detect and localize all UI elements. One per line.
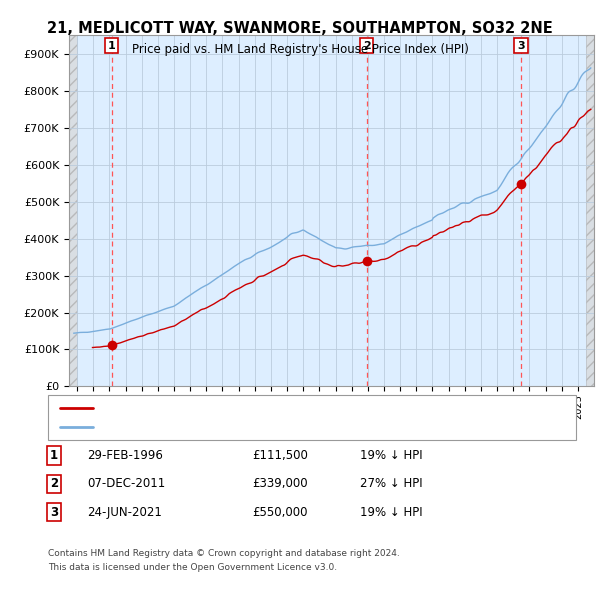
Text: 1: 1 bbox=[108, 41, 116, 51]
Text: This data is licensed under the Open Government Licence v3.0.: This data is licensed under the Open Gov… bbox=[48, 563, 337, 572]
Text: 1: 1 bbox=[50, 449, 58, 462]
Text: 3: 3 bbox=[517, 41, 525, 51]
Text: 21, MEDLICOTT WAY, SWANMORE, SOUTHAMPTON, SO32 2NE (detached house): 21, MEDLICOTT WAY, SWANMORE, SOUTHAMPTON… bbox=[102, 403, 517, 412]
Text: 27% ↓ HPI: 27% ↓ HPI bbox=[360, 477, 422, 490]
Text: 2: 2 bbox=[50, 477, 58, 490]
Text: 19% ↓ HPI: 19% ↓ HPI bbox=[360, 449, 422, 462]
Text: £550,000: £550,000 bbox=[252, 506, 308, 519]
Text: 29-FEB-1996: 29-FEB-1996 bbox=[87, 449, 163, 462]
Text: 19% ↓ HPI: 19% ↓ HPI bbox=[360, 506, 422, 519]
Text: Price paid vs. HM Land Registry's House Price Index (HPI): Price paid vs. HM Land Registry's House … bbox=[131, 43, 469, 56]
Text: 2: 2 bbox=[363, 41, 371, 51]
Text: Contains HM Land Registry data © Crown copyright and database right 2024.: Contains HM Land Registry data © Crown c… bbox=[48, 549, 400, 558]
Text: 24-JUN-2021: 24-JUN-2021 bbox=[87, 506, 162, 519]
Text: 07-DEC-2011: 07-DEC-2011 bbox=[87, 477, 165, 490]
Text: £111,500: £111,500 bbox=[252, 449, 308, 462]
Text: £339,000: £339,000 bbox=[252, 477, 308, 490]
Text: HPI: Average price, detached house, Winchester: HPI: Average price, detached house, Winc… bbox=[102, 422, 353, 432]
Text: 3: 3 bbox=[50, 506, 58, 519]
Text: 21, MEDLICOTT WAY, SWANMORE, SOUTHAMPTON, SO32 2NE: 21, MEDLICOTT WAY, SWANMORE, SOUTHAMPTON… bbox=[47, 21, 553, 35]
